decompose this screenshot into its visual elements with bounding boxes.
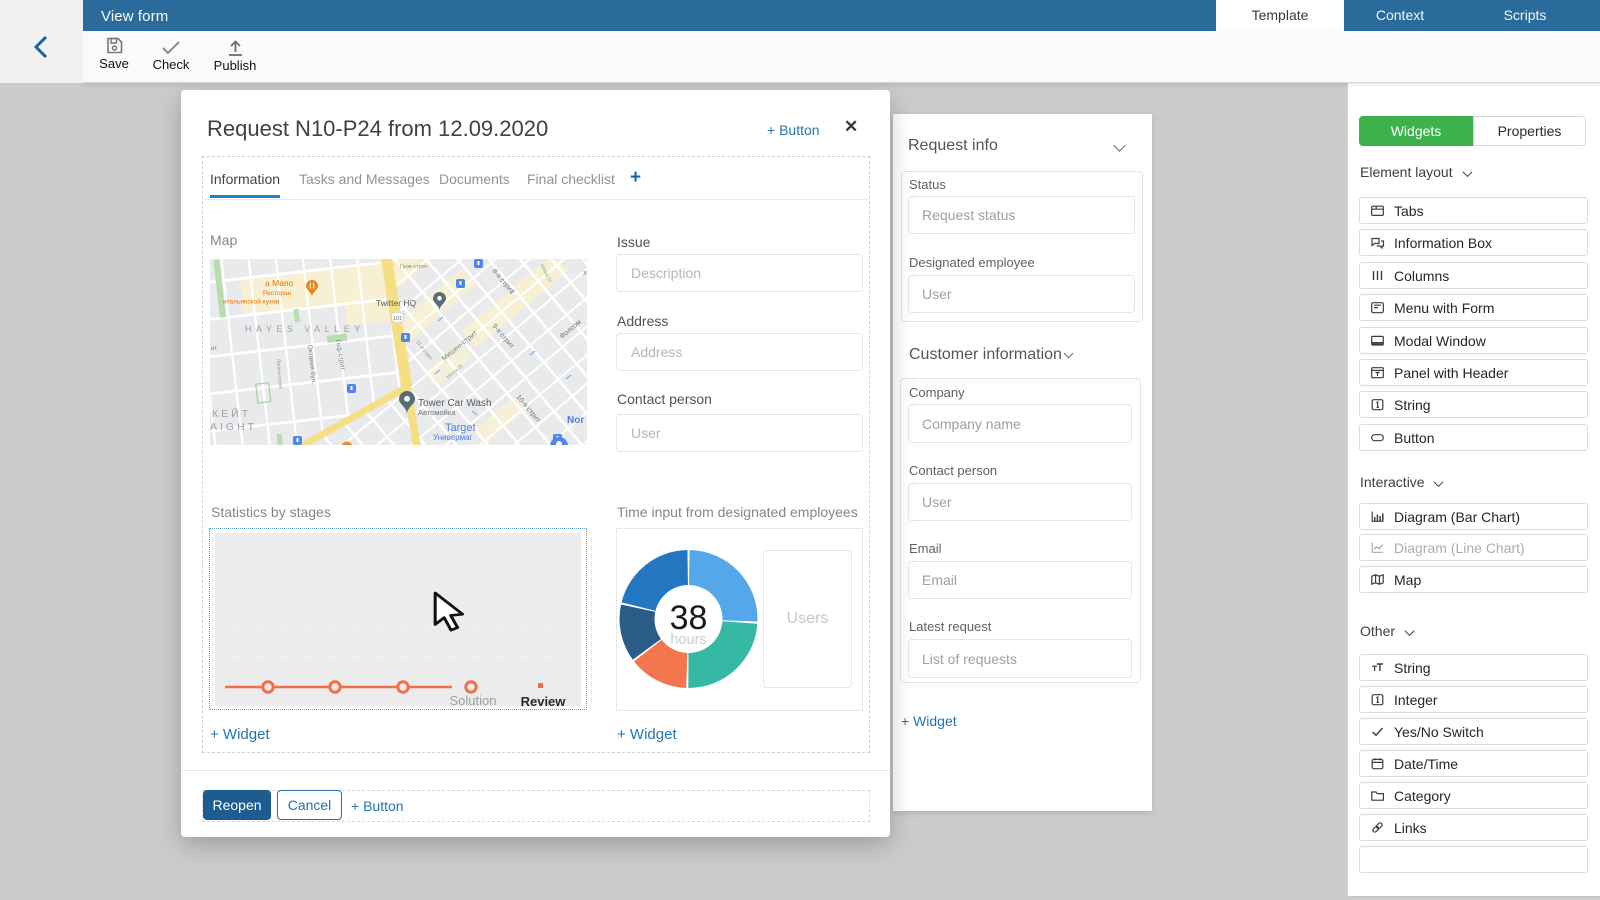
svg-text:Review: Review xyxy=(521,694,567,709)
svg-text:38: 38 xyxy=(670,599,708,637)
svg-text:101: 101 xyxy=(393,316,402,322)
svg-text:КЕЙТ: КЕЙТ xyxy=(212,407,251,420)
svg-text:Лагуна-стрит: Лагуна-стрит xyxy=(275,359,283,390)
svg-text:Х: Х xyxy=(583,271,587,277)
svg-text:Ресторан: Ресторан xyxy=(263,290,292,297)
svg-text:Tower Car Wash: Tower Car Wash xyxy=(418,398,492,409)
svg-text:Twitter HQ: Twitter HQ xyxy=(376,298,417,308)
svg-text:AIGHT: AIGHT xyxy=(210,421,257,433)
svg-text:Nor: Nor xyxy=(567,415,584,426)
svg-text:HAYES VALLEY: HAYES VALLEY xyxy=(245,324,365,334)
svg-text:Автомойка: Автомойка xyxy=(418,408,456,417)
svg-text:hours: hours xyxy=(670,632,706,648)
svg-text:Универмаг: Универмаг xyxy=(433,433,473,442)
svg-text:итальянской кухни: итальянской кухни xyxy=(223,298,280,306)
svg-text:Target: Target xyxy=(445,422,476,434)
svg-text:ит: ит xyxy=(211,346,217,352)
svg-text:Solution: Solution xyxy=(450,693,497,708)
svg-text:a Mano: a Mano xyxy=(265,278,294,288)
svg-text:Гров-стрит: Гров-стрит xyxy=(400,264,428,270)
